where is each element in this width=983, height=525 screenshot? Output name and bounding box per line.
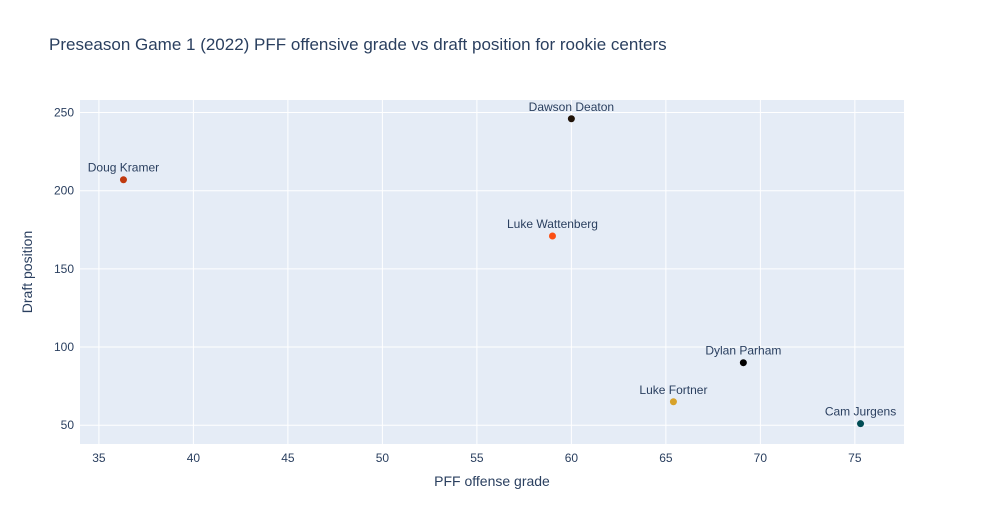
data-point-label: Dylan Parham <box>705 344 781 358</box>
data-point <box>548 232 556 240</box>
y-tick-label: 200 <box>54 184 74 198</box>
data-point-label: Luke Wattenberg <box>507 217 598 231</box>
x-tick-label: 40 <box>187 451 201 465</box>
data-point-label: Luke Fortner <box>639 383 707 397</box>
x-axis-label: PFF offense grade <box>434 473 550 489</box>
x-tick-label: 55 <box>470 451 484 465</box>
y-tick-label: 250 <box>54 106 74 120</box>
x-tick-label: 50 <box>376 451 390 465</box>
y-tick-label: 50 <box>61 418 75 432</box>
data-point <box>119 176 127 184</box>
x-tick-label: 75 <box>848 451 862 465</box>
x-tick-label: 60 <box>565 451 579 465</box>
y-axis-label: Draft position <box>19 231 35 313</box>
data-points: Doug Kramer Dawson Deaton Luke Wattenberg D… <box>88 100 896 428</box>
data-point-label: Doug Kramer <box>88 161 159 175</box>
y-tick-label: 150 <box>54 262 74 276</box>
x-axis-ticks: 35 40 45 50 55 60 65 70 75 <box>92 451 862 465</box>
plot-area <box>80 100 904 444</box>
x-tick-label: 35 <box>92 451 106 465</box>
data-point <box>739 359 747 367</box>
x-tick-label: 70 <box>754 451 768 465</box>
y-tick-label: 100 <box>54 340 74 354</box>
x-tick-label: 65 <box>659 451 673 465</box>
data-point <box>567 115 575 123</box>
data-point-label: Cam Jurgens <box>825 405 896 419</box>
chart-title: Preseason Game 1 (2022) PFF offensive gr… <box>49 35 667 54</box>
grid-lines <box>80 100 904 444</box>
data-point-label: Dawson Deaton <box>529 100 614 114</box>
data-point <box>857 420 865 428</box>
data-point <box>669 398 677 406</box>
x-tick-label: 45 <box>281 451 295 465</box>
y-axis-ticks: 50 100 150 200 250 <box>54 106 74 433</box>
